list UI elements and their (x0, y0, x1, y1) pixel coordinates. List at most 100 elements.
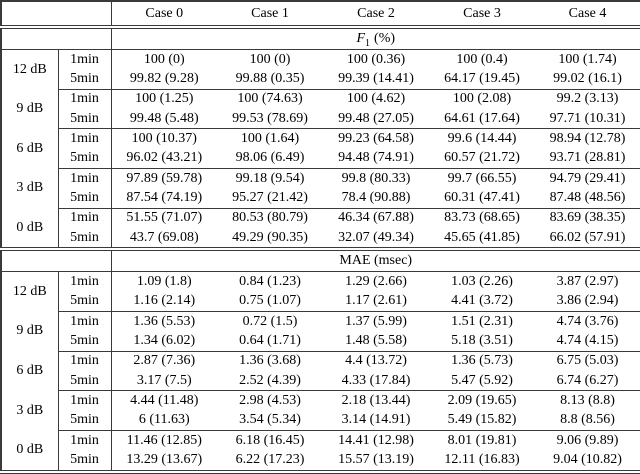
table-row: 12 dB 1min 100 (0) 100 (0) 100 (0.36) 10… (1, 49, 640, 90)
value-cell: 94.79 (29.41) (549, 170, 626, 186)
value-cell: 6.74 (6.27) (535, 370, 640, 392)
value-cell: 43.7 (69.08) (111, 227, 217, 252)
corner-cell (1, 249, 112, 273)
value-cell: 3.14 (14.91) (323, 410, 429, 431)
value-cell: 6.22 (17.23) (235, 452, 305, 468)
value-cell: 99.23 (64.58) (338, 130, 414, 146)
duration-label: 1min (58, 311, 112, 332)
value-cell: 5.47 (5.92) (429, 370, 535, 392)
f1-section-title-row: F1 (%) (1, 27, 640, 50)
value-cell: 83.69 (38.35) (549, 210, 626, 226)
value-cell: 99.53 (78.69) (217, 108, 323, 130)
value-cell: 0.72 (1.5) (242, 313, 298, 329)
value-cell: 6 (11.63) (111, 410, 217, 431)
table-row: 5min 96.02 (43.21) 98.06 (6.49) 94.48 (7… (1, 148, 640, 169)
case-header-3: Case 3 (429, 1, 535, 29)
duration-label: 1min (58, 49, 112, 70)
value-cell: 99.8 (80.33) (341, 170, 411, 186)
value-cell: 1.29 (2.66) (345, 274, 407, 290)
duration-label: 1min (58, 89, 112, 109)
table-row: 5min 1.34 (6.02) 0.64 (1.71) 1.48 (5.58)… (1, 331, 640, 352)
value-cell: 100 (0) (249, 51, 291, 67)
value-cell: 94.48 (74.91) (323, 148, 429, 169)
value-cell: 100 (0) (143, 51, 185, 67)
table-row: 5min 99.82 (9.28) 99.88 (0.35) 99.39 (14… (1, 69, 640, 90)
table-row: 12 dB 1min 1.09 (1.8) 0.84 (1.23) 1.29 (… (1, 271, 640, 312)
value-cell: 2.09 (19.65) (447, 392, 517, 408)
duration-label: 1min (58, 208, 112, 228)
value-cell: 46.34 (67.88) (338, 210, 414, 226)
value-cell: 2.87 (7.36) (133, 353, 196, 369)
db-label-12: 12 dB (1, 49, 59, 90)
value-cell: 4.44 (11.48) (130, 392, 199, 408)
db-label-6: 6 dB (1, 128, 59, 169)
db-label-9: 9 dB (1, 311, 59, 352)
duration-label: 5min (58, 291, 112, 313)
value-cell: 1.09 (1.8) (136, 274, 192, 290)
mae-section-title-row: MAE (msec) (1, 249, 640, 273)
duration-label: 5min (58, 227, 112, 252)
db-label-12: 12 dB (1, 271, 59, 312)
duration-label: 1min (58, 271, 112, 292)
value-cell: 99.2 (3.13) (556, 91, 619, 107)
duration-label: 5min (58, 69, 112, 90)
duration-label: 5min (58, 108, 112, 130)
value-cell: 11.46 (12.85) (126, 432, 202, 448)
value-cell: 4.41 (3.72) (429, 291, 535, 313)
value-cell: 80.53 (80.79) (232, 210, 308, 226)
value-cell: 95.27 (21.42) (217, 188, 323, 209)
duration-label: 5min (58, 450, 112, 472)
value-cell: 0.75 (1.07) (217, 291, 323, 313)
header-row: Case 0 Case 1 Case 2 Case 3 Case 4 (1, 1, 640, 29)
value-cell: 13.29 (13.67) (126, 452, 203, 468)
value-cell: 4.74 (3.76) (556, 313, 619, 329)
value-cell: 4.74 (4.15) (535, 331, 640, 352)
value-cell: 87.48 (48.56) (535, 188, 640, 209)
db-label-9: 9 dB (1, 89, 59, 129)
value-cell: 6.75 (5.03) (556, 353, 619, 369)
value-cell: 15.57 (13.19) (338, 452, 414, 468)
value-cell: 96.02 (43.21) (111, 148, 217, 169)
mae-section-title: MAE (msec) (111, 249, 640, 273)
value-cell: 2.52 (4.39) (217, 370, 323, 392)
duration-label: 5min (58, 148, 112, 169)
value-cell: 1.36 (5.73) (451, 353, 513, 369)
value-cell: 87.54 (74.19) (111, 188, 217, 209)
value-cell: 93.71 (28.81) (535, 148, 640, 169)
table-row: 6 dB 1min 2.87 (7.36) 1.36 (3.68) 4.4 (1… (1, 351, 640, 391)
value-cell: 8.01 (19.81) (447, 432, 517, 448)
value-cell: 1.34 (6.02) (111, 331, 217, 352)
value-cell: 99.7 (66.55) (447, 170, 517, 186)
value-cell: 3.17 (7.5) (111, 370, 217, 392)
duration-label: 5min (58, 410, 112, 431)
value-cell: 64.17 (19.45) (429, 69, 535, 90)
case-header-0: Case 0 (111, 1, 217, 29)
corner-cell (1, 1, 112, 29)
value-cell: 1.37 (5.99) (345, 313, 407, 329)
value-cell: 51.55 (71.07) (126, 210, 203, 226)
value-cell: 9.06 (9.89) (556, 432, 619, 448)
value-cell: 100 (1.64) (240, 130, 300, 146)
case-header-1: Case 1 (217, 1, 323, 29)
table-row: 5min 3.17 (7.5) 2.52 (4.39) 4.33 (17.84)… (1, 370, 640, 392)
value-cell: 3.54 (5.34) (217, 410, 323, 431)
value-cell: 12.11 (16.83) (444, 452, 520, 468)
value-cell: 3.86 (2.94) (535, 291, 640, 313)
f1-section-title: F1 (%) (111, 27, 640, 50)
value-cell: 99.02 (16.1) (535, 69, 640, 90)
value-cell: 4.4 (13.72) (345, 353, 407, 369)
value-cell: 99.82 (9.28) (111, 69, 217, 90)
db-label-0: 0 dB (1, 208, 59, 252)
value-cell: 5.18 (3.51) (429, 331, 535, 352)
db-label-3: 3 dB (1, 168, 59, 208)
value-cell: 98.06 (6.49) (217, 148, 323, 169)
value-cell: 64.61 (17.64) (429, 108, 535, 130)
f1-unit-label: (%) (374, 31, 396, 46)
value-cell: 2.18 (13.44) (341, 392, 411, 408)
table-row: 5min 1.16 (2.14) 0.75 (1.07) 1.17 (2.61)… (1, 291, 640, 313)
value-cell: 100 (4.62) (346, 91, 406, 107)
value-cell: 1.51 (2.31) (451, 313, 513, 329)
value-cell: 99.18 (9.54) (235, 170, 305, 186)
table-row: 5min 43.7 (69.08) 49.29 (90.35) 32.07 (4… (1, 227, 640, 252)
